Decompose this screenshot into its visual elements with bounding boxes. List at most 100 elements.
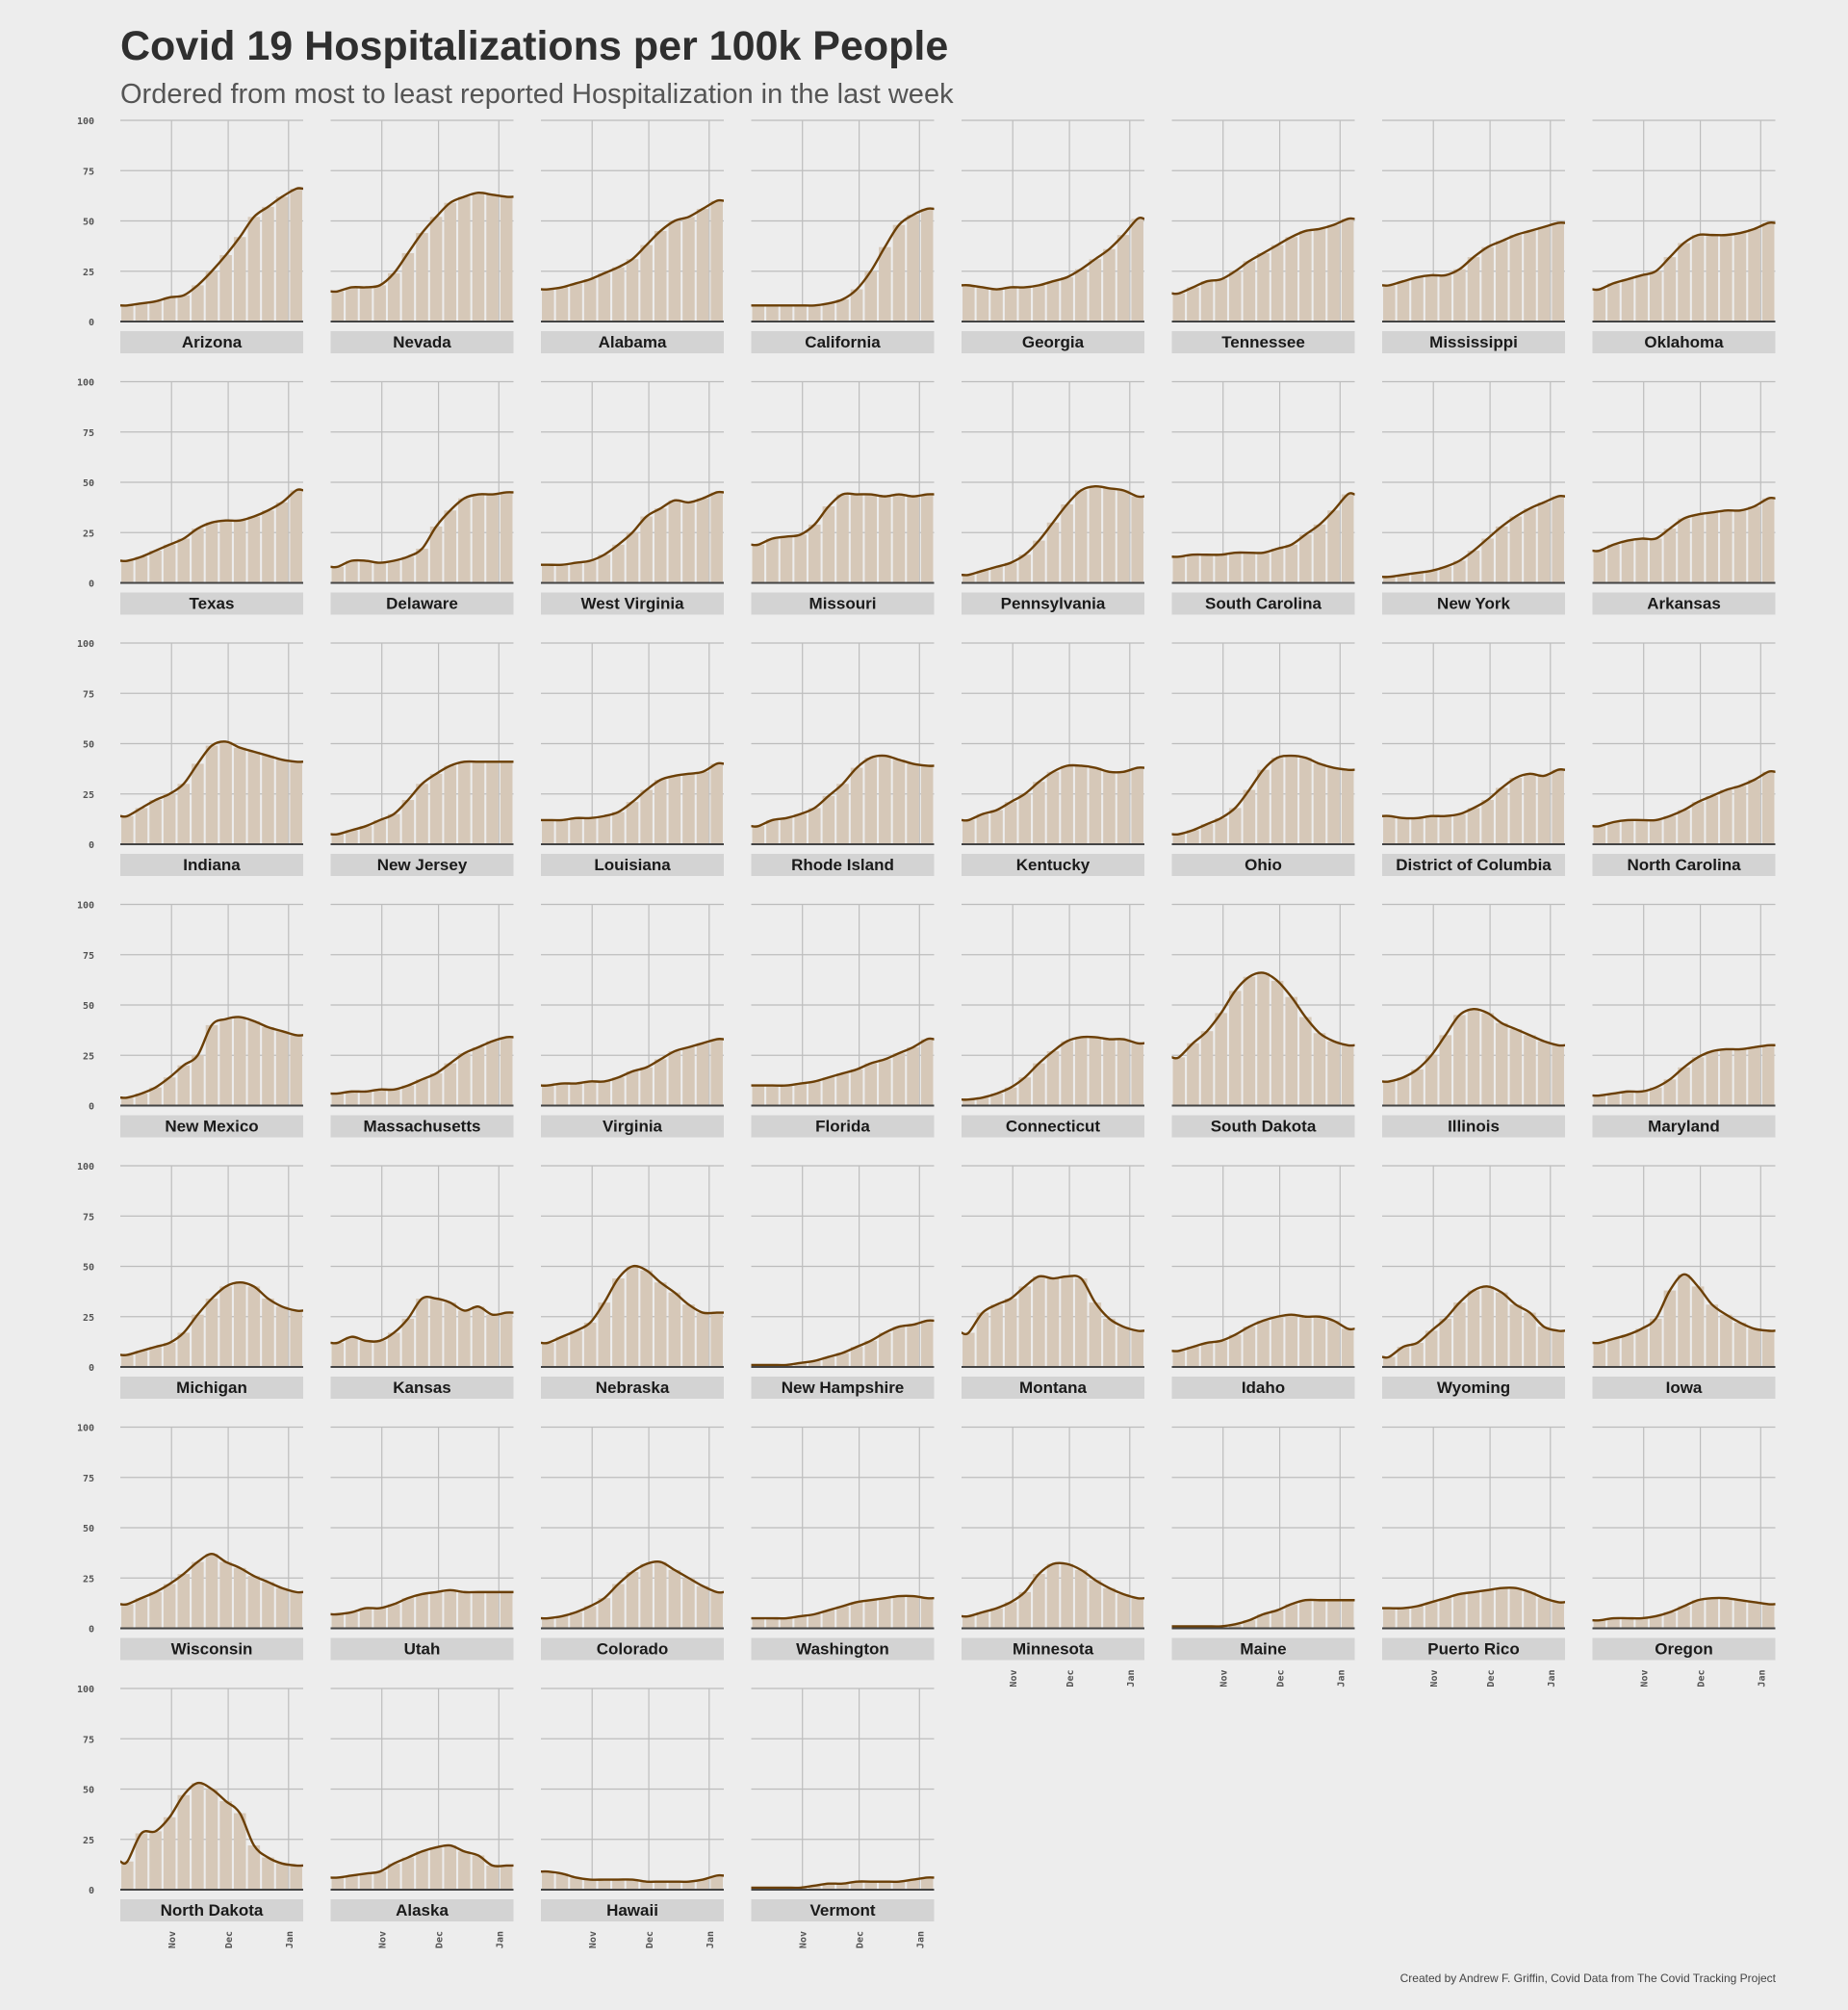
y-tick-label: 0 [89, 1363, 94, 1374]
bar [472, 1046, 485, 1106]
facet-label: Indiana [183, 856, 241, 874]
bar [275, 1031, 289, 1106]
x-tick-label: Jan [285, 1931, 295, 1948]
bar [1299, 534, 1312, 583]
bar [135, 1833, 148, 1890]
trend-line [961, 1275, 1145, 1336]
bar [1509, 778, 1523, 844]
bar [401, 800, 415, 844]
facet-label: Nebraska [596, 1379, 670, 1397]
bar [500, 1591, 513, 1629]
bar [1313, 1600, 1326, 1629]
bar [1509, 516, 1523, 583]
bar [612, 1278, 625, 1367]
facet-strip [120, 1899, 303, 1921]
trend-line [540, 761, 725, 822]
bar [1313, 228, 1326, 322]
trend-line [540, 198, 725, 291]
facet-label: Minnesota [1013, 1640, 1094, 1659]
bar [1411, 1606, 1424, 1629]
bar [500, 196, 513, 322]
bar [780, 817, 793, 844]
bar [290, 490, 302, 583]
bar [696, 498, 709, 583]
facet-panel: West Virginia [541, 380, 725, 615]
bar [1537, 1327, 1551, 1367]
bar [192, 528, 204, 583]
bar [359, 560, 372, 583]
bar [1678, 1067, 1690, 1106]
facet-label: Kansas [393, 1379, 450, 1397]
bar [570, 562, 582, 583]
bar [387, 1089, 400, 1106]
bar [1733, 1600, 1747, 1629]
bar [1467, 551, 1480, 583]
y-tick-label: 50 [83, 1001, 94, 1012]
bar [1424, 1602, 1438, 1629]
bar [879, 1598, 891, 1629]
bar [346, 830, 358, 844]
facet-label: Connecticut [1006, 1118, 1101, 1136]
bar [1439, 274, 1452, 322]
bar [401, 1085, 415, 1106]
bar [149, 1347, 162, 1367]
facet-label: Vermont [809, 1901, 875, 1920]
bar [1439, 1598, 1452, 1629]
bar [1720, 1048, 1732, 1106]
bar [1018, 1591, 1032, 1629]
bar [233, 747, 246, 844]
bar [373, 285, 386, 322]
bar [177, 1332, 191, 1367]
x-tick-label: Jan [1126, 1670, 1137, 1688]
bar [1593, 1095, 1606, 1106]
trend-line [1381, 1007, 1566, 1083]
bar [1621, 540, 1634, 583]
y-tick-label: 100 [77, 1424, 94, 1434]
bar [1046, 1051, 1060, 1106]
bar [583, 1323, 597, 1367]
bar [879, 246, 891, 322]
bar [1424, 815, 1438, 844]
bar [920, 494, 934, 583]
bar [1649, 1615, 1662, 1629]
bar [920, 1039, 934, 1106]
bar [1748, 1046, 1760, 1106]
bar [542, 564, 554, 583]
bar [780, 1085, 793, 1106]
bar [1243, 1620, 1256, 1629]
bar [205, 1298, 218, 1367]
bar [1495, 1587, 1508, 1629]
bar [1439, 566, 1452, 583]
bar [1089, 259, 1102, 322]
bar [1299, 1017, 1312, 1106]
bar [163, 1817, 176, 1890]
bar [920, 1598, 934, 1629]
bar [1495, 1292, 1508, 1367]
facet-strip [120, 1115, 303, 1138]
trend-line [119, 1552, 304, 1607]
facet-panel: Maine Nov Dec Jan [1171, 1426, 1355, 1688]
bar [1453, 1593, 1466, 1629]
bar [416, 1298, 428, 1367]
y-tick-label: 50 [83, 1263, 94, 1274]
facet-strip [751, 592, 935, 615]
bar [1720, 789, 1732, 844]
trend-line [751, 492, 935, 547]
trend-line [961, 1035, 1145, 1101]
bar [458, 498, 471, 583]
bar [836, 1353, 849, 1367]
bar [555, 819, 569, 844]
bar [192, 1055, 204, 1106]
bar [135, 303, 148, 322]
bar [1004, 802, 1017, 844]
bar [121, 305, 134, 322]
bar [1678, 518, 1690, 583]
y-tick-label: 100 [77, 378, 94, 389]
bar [1552, 222, 1564, 322]
bar [346, 1875, 358, 1890]
x-tick-label: Nov [799, 1931, 809, 1948]
bar [1074, 269, 1088, 322]
bar [864, 1063, 878, 1106]
bar [892, 494, 906, 583]
